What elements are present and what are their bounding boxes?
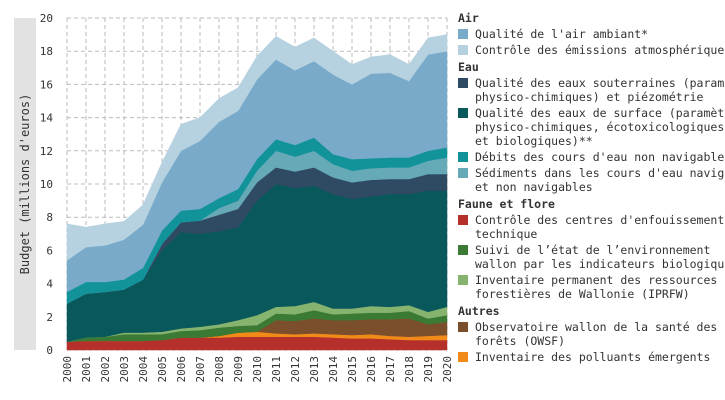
- legend-label: Sédiments dans les cours d'eau navigable…: [475, 166, 725, 194]
- legend-label: Qualité de l'air ambiant*: [475, 27, 649, 41]
- area-series: [66, 34, 448, 351]
- x-tick-label: 2001: [80, 356, 93, 383]
- legend-label: Inventaire permanent des ressources fore…: [475, 273, 718, 301]
- legend-group-title: Eau: [458, 60, 479, 74]
- legend-swatch: [458, 152, 468, 162]
- legend-label: Suivi de l’état de l’environnement wallo…: [475, 243, 725, 271]
- x-tick-label: 2007: [194, 356, 207, 383]
- legend-item: Contrôle des centres d'enfouissement tec…: [458, 213, 725, 241]
- legend-label: Débits des cours d'eau non navigables: [475, 150, 725, 164]
- legend-item: Inventaire permanent des ressources fore…: [458, 273, 725, 301]
- x-tick-label: 2004: [137, 356, 150, 383]
- x-tick-label: 2000: [61, 356, 74, 383]
- y-tick-label: 4: [46, 278, 53, 291]
- legend-item: Débits des cours d'eau non navigables: [458, 150, 725, 164]
- x-tick-label: 2016: [365, 356, 378, 383]
- legend-item: Inventaire des polluants émergents: [458, 350, 725, 364]
- legend-label: Contrôle des émissions atmosphériques: [475, 43, 725, 57]
- x-tick-label: 2011: [270, 356, 283, 383]
- y-tick-label: 18: [40, 45, 53, 58]
- ylabel-band: [14, 18, 36, 350]
- y-tick-label: 6: [46, 244, 53, 257]
- y-tick-label: 8: [46, 211, 53, 224]
- y-tick-label: 2: [46, 311, 53, 324]
- legend-item: Qualité des eaux de surface (paramètres …: [458, 106, 725, 148]
- legend-group-title: Autres: [458, 304, 500, 318]
- x-tick-label: 2008: [213, 356, 226, 383]
- x-tick-label: 2013: [308, 356, 321, 383]
- legend-swatch: [458, 108, 468, 118]
- x-tick-label: 2012: [289, 356, 302, 383]
- legend: Air Qualité de l'air ambiant* Contrôle des…: [458, 8, 725, 366]
- x-tick-label: 2015: [346, 356, 359, 383]
- legend-swatch: [458, 275, 468, 285]
- legend-swatch: [458, 168, 468, 178]
- legend-item: Suivi de l’état de l’environnement wallo…: [458, 243, 725, 271]
- x-tick-label: 2018: [403, 356, 416, 383]
- legend-group-title: Air: [458, 11, 479, 25]
- y-tick-label: 0: [46, 344, 53, 357]
- x-tick-label: 2002: [99, 356, 112, 383]
- stacked-area-chart: Budget (millions d'euros) 0 2 4 6 8 10 12 14 16 1…: [14, 12, 454, 383]
- y-axis-label: Budget (millions d'euros): [18, 94, 32, 275]
- legend-swatch: [458, 215, 468, 225]
- y-tick-label: 16: [40, 78, 53, 91]
- x-tick-label: 2014: [327, 356, 340, 383]
- y-tick-label: 20: [40, 12, 53, 25]
- x-tick-label: 2003: [118, 356, 131, 383]
- y-axis-ticks: 0 2 4 6 8 10 12 14 16 18 20: [40, 12, 54, 357]
- legend-swatch: [458, 352, 468, 362]
- x-tick-label: 2019: [422, 356, 435, 383]
- legend-swatch: [458, 29, 468, 39]
- legend-item: Contrôle des émissions atmosphériques: [458, 43, 725, 57]
- x-tick-label: 2017: [384, 356, 397, 383]
- legend-label: Contrôle des centres d'enfouissement tec…: [475, 213, 725, 241]
- legend-label: Qualité des eaux souterraines (paramètre…: [475, 76, 725, 104]
- legend-label: Inventaire des polluants émergents: [475, 350, 711, 364]
- legend-label: Observatoire wallon de la santé des forê…: [475, 320, 718, 348]
- legend-item: Qualité des eaux souterraines (paramètre…: [458, 76, 725, 104]
- legend-label: Qualité des eaux de surface (paramètres …: [475, 106, 725, 148]
- y-tick-label: 12: [40, 145, 53, 158]
- legend-item: Qualité de l'air ambiant*: [458, 27, 725, 41]
- x-axis-ticks: 2000 2001 2002 2003 2004 2005 2006 2007 2008 2009…: [61, 356, 454, 383]
- x-tick-label: 2009: [232, 356, 245, 383]
- legend-swatch: [458, 245, 468, 255]
- area-contr-le-des-missions-atmosph-riques: [66, 34, 448, 261]
- y-tick-label: 14: [40, 112, 54, 125]
- legend-swatch: [458, 45, 468, 55]
- x-tick-label: 2020: [441, 356, 454, 383]
- x-tick-label: 2010: [251, 356, 264, 383]
- legend-item: Observatoire wallon de la santé des forê…: [458, 320, 725, 348]
- x-tick-label: 2006: [175, 356, 188, 383]
- legend-group-title: Faune et flore: [458, 197, 555, 211]
- legend-item: Sédiments dans les cours d'eau navigable…: [458, 166, 725, 194]
- legend-swatch: [458, 78, 468, 88]
- x-tick-label: 2005: [156, 356, 169, 383]
- y-tick-label: 10: [40, 178, 53, 191]
- legend-swatch: [458, 322, 468, 332]
